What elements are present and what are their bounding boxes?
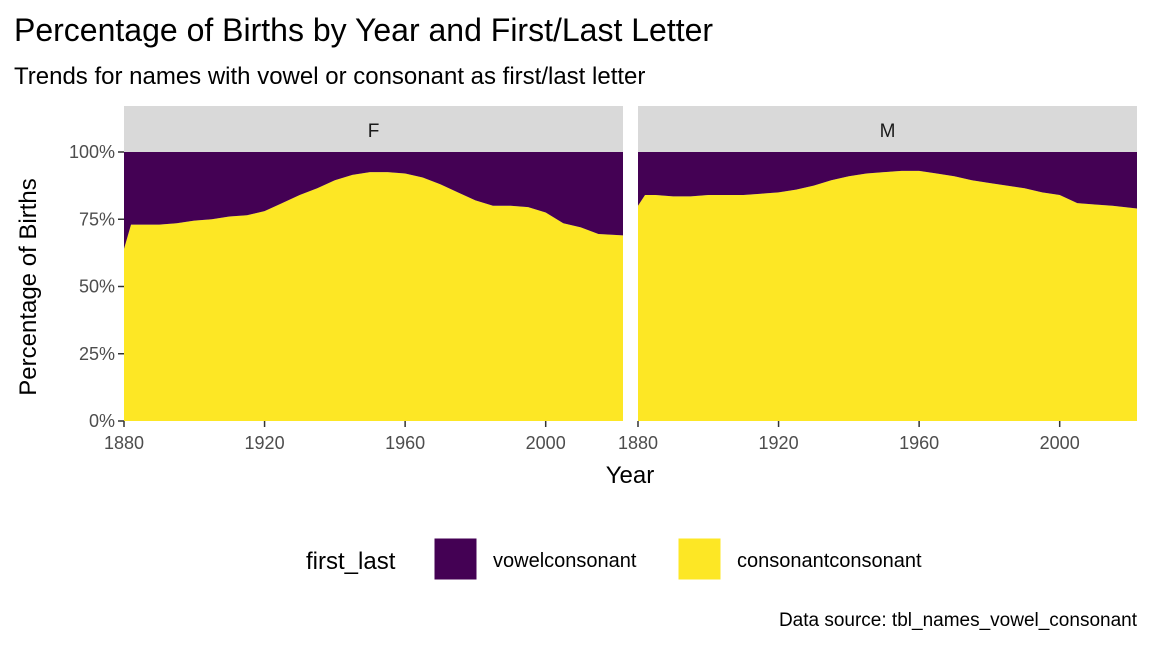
facet-strip-f: [124, 106, 623, 152]
area-consonantconsonant-f: [124, 172, 623, 421]
facet-strip-m: [638, 106, 1137, 152]
area-vowelconsonant-f: [124, 152, 623, 249]
y-tick-label: 0%: [89, 411, 115, 431]
y-tick-label: 25%: [79, 344, 115, 364]
y-tick-label: 50%: [79, 277, 115, 297]
x-tick-label: 2000: [526, 433, 566, 453]
x-tick-label: 1960: [385, 433, 425, 453]
chart-caption: Data source: tbl_names_vowel_consonant: [779, 610, 1138, 631]
legend-key-vowelconsonant: [433, 537, 478, 581]
x-tick-label: 1960: [899, 433, 939, 453]
chart-title: Percentage of Births by Year and First/L…: [14, 12, 713, 48]
x-tick-label: 1920: [759, 433, 799, 453]
x-tick-label: 1880: [618, 433, 658, 453]
x-tick-label: 2000: [1040, 433, 1080, 453]
x-tick-label: 1920: [245, 433, 285, 453]
facet-strip-label: F: [368, 121, 380, 142]
y-tick-label: 75%: [79, 209, 115, 229]
area-vowelconsonant-m: [638, 152, 1137, 209]
legend-key-consonantconsonant: [677, 537, 722, 581]
legend-title: first_last: [306, 548, 396, 575]
legend-label-consonantconsonant: consonantconsonant: [737, 550, 922, 572]
area-consonantconsonant-m: [638, 170, 1137, 421]
legend: first_last vowelconsonant consonantconson…: [306, 537, 922, 581]
y-tick-label: 100%: [69, 142, 115, 162]
chart-subtitle: Trends for names with vowel or consonant…: [14, 63, 645, 90]
x-tick-label: 1880: [104, 433, 144, 453]
y-axis-title: Percentage of Births: [15, 178, 42, 395]
facet-strip-label: M: [880, 121, 896, 142]
x-axis-title: Year: [606, 462, 655, 489]
legend-label-vowelconsonant: vowelconsonant: [493, 550, 637, 572]
plot-area: F 1880 1920 1960 2000 M 1880 1920 1960 2000 0% 25% 5…: [69, 106, 1137, 453]
